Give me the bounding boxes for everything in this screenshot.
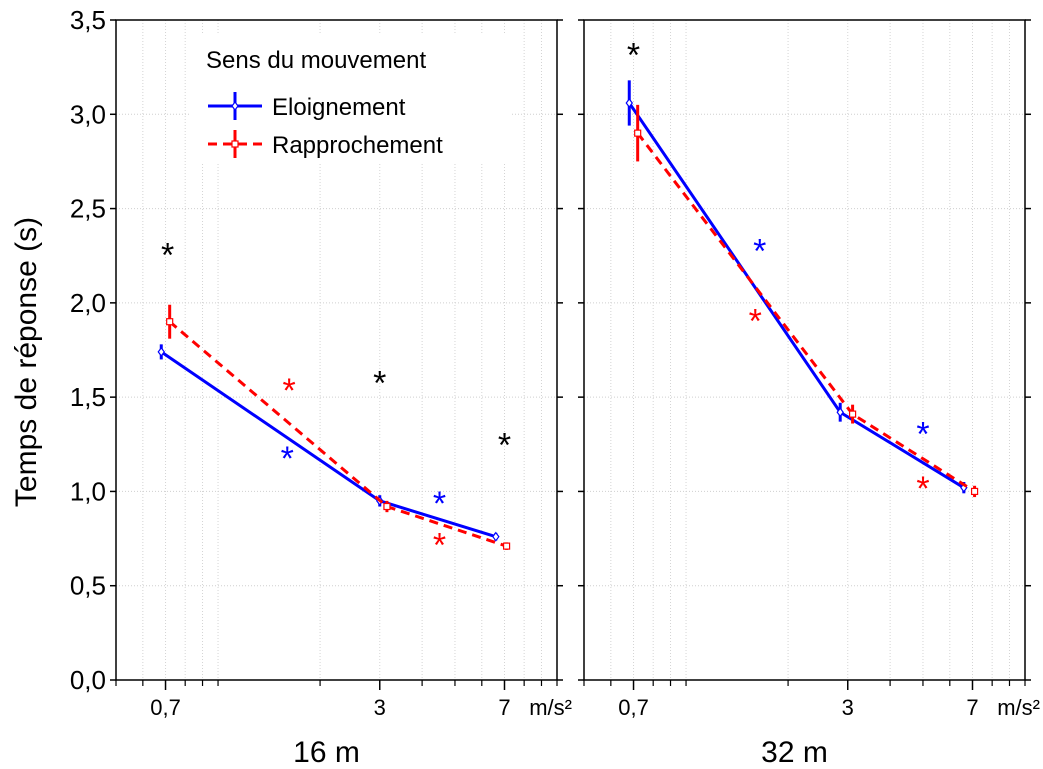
panel-title: 32 m <box>761 736 828 769</box>
x-tick-label: 7 <box>498 695 510 720</box>
legend-background <box>190 34 510 164</box>
data-point-rapprochement <box>634 129 642 137</box>
x-unit-label: m/s² <box>997 695 1040 720</box>
significance-asterisk: * <box>916 415 929 453</box>
y-tick-label: 0,5 <box>70 571 106 601</box>
significance-asterisk: * <box>433 527 446 565</box>
x-tick-label: 7 <box>966 695 978 720</box>
panel-2: 0,7 3 7 m/s² 32 m * * * * * <box>578 19 1040 769</box>
legend-title: Sens du mouvement <box>206 47 426 74</box>
significance-asterisk: * <box>433 485 446 523</box>
legend-label: Eloignement <box>272 94 406 121</box>
significance-asterisk: * <box>161 236 174 274</box>
y-tick-label: 1,5 <box>70 382 106 412</box>
y-tick-label: 2,5 <box>70 194 106 224</box>
x-tick-label: 0,7 <box>150 695 181 720</box>
data-point-eloignement <box>157 346 166 357</box>
x-tick-label: 3 <box>842 695 854 720</box>
data-point-rapprochement <box>848 410 857 418</box>
significance-asterisk: * <box>749 302 762 340</box>
data-point-rapprochement <box>383 502 391 511</box>
y-tick-label: 1,0 <box>70 476 106 506</box>
data-point-eloignement <box>492 531 500 542</box>
significance-asterisk: * <box>281 440 294 478</box>
legend-label: Rapprochement <box>272 132 443 159</box>
x-unit-label: m/s² <box>529 695 572 720</box>
plot-frame <box>583 19 1026 681</box>
data-point-rapprochement <box>970 487 979 496</box>
significance-asterisk: * <box>282 372 295 410</box>
plot-frame <box>115 19 558 681</box>
significance-asterisk: * <box>373 365 386 403</box>
series-line-rapprochement <box>168 320 508 548</box>
x-tick-label: 3 <box>374 695 386 720</box>
series-line-eloignement <box>628 102 965 489</box>
legend-marker <box>231 101 239 111</box>
y-tick-label: 0,0 <box>70 665 106 695</box>
panels-layer: 0,0 0,5 1,0 1,5 2,0 2,5 3,0 3,5 0,7 3 7 m/s² 16 m * * *… <box>70 5 1040 769</box>
significance-asterisk: * <box>498 427 511 465</box>
legend-marker <box>231 140 239 148</box>
legend: Sens du mouvement Eloignement Rapprocheme… <box>190 34 510 164</box>
data-point-rapprochement <box>166 318 174 326</box>
y-axis-label: Temps de réponse (s) <box>10 217 43 507</box>
x-tick-label: 0,7 <box>618 695 649 720</box>
y-tick-label: 3,5 <box>70 5 106 35</box>
panel-1: 0,0 0,5 1,0 1,5 2,0 2,5 3,0 3,5 0,7 3 7 m/s² 16 m * * *… <box>70 5 572 769</box>
data-point-rapprochement <box>502 542 511 550</box>
y-tick-label: 3,0 <box>70 99 106 129</box>
y-tick-label: 2,0 <box>70 288 106 318</box>
data-point-eloignement <box>625 97 634 108</box>
data-point-eloignement <box>836 407 844 418</box>
significance-asterisk: * <box>916 470 929 508</box>
significance-asterisk: * <box>627 36 640 74</box>
panel-title: 16 m <box>293 736 360 769</box>
significance-asterisk: * <box>753 233 766 271</box>
